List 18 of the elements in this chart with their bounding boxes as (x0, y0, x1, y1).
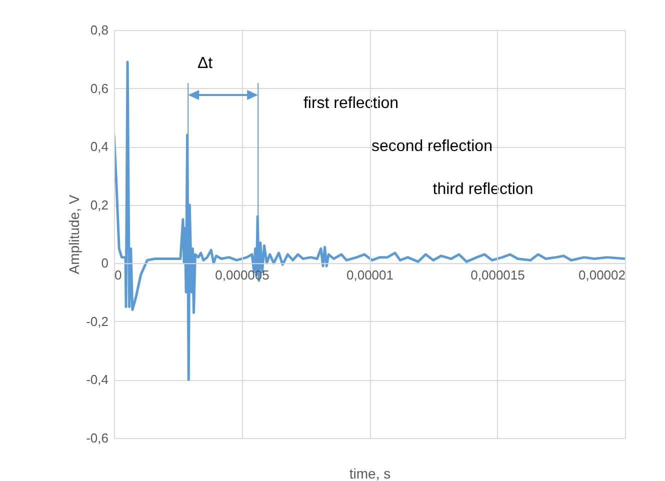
x-tick-label: 0,00002 (578, 268, 626, 283)
annotation: third reflection (432, 181, 534, 198)
x-axis-title: time, s (349, 466, 391, 481)
y-tick-label: 0,4 (90, 139, 108, 154)
y-tick-label: 0,8 (90, 22, 108, 38)
y-tick-label: 0 (101, 256, 108, 271)
annotation: first reflection (303, 95, 399, 112)
x-tick-label: 0 (114, 268, 122, 283)
x-tick-label: 0,00001 (346, 268, 394, 283)
x-tick-label: 0,000015 (470, 268, 525, 283)
y-tick-label: -0,4 (86, 372, 108, 388)
y-axis-title: Amplitude, V (66, 194, 82, 274)
annotation: second reflection (372, 138, 492, 155)
y-tick-label: -0,2 (86, 314, 108, 329)
y-tick-label: 0,6 (90, 80, 108, 96)
y-tick-label: -0,6 (86, 430, 108, 446)
annotation: Δt (197, 55, 214, 72)
y-tick-label: 0,2 (90, 197, 108, 212)
